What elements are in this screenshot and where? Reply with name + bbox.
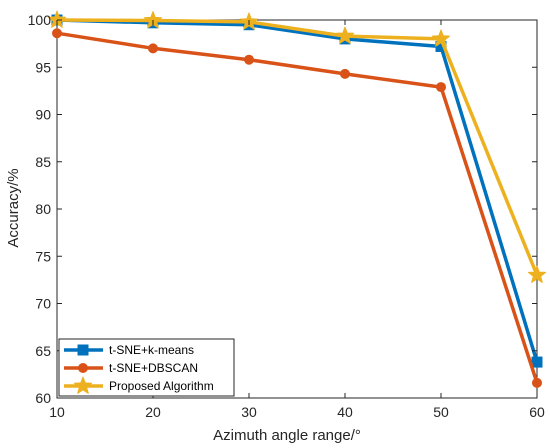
y-tick-label: 95	[35, 59, 51, 75]
x-tick-label: 50	[433, 404, 449, 420]
y-axis-label: Accuracy/%	[5, 168, 22, 247]
legend-label: t-SNE+k-means	[109, 343, 194, 357]
legend-label: t-SNE+DBSCAN	[109, 361, 198, 375]
data-point	[436, 82, 446, 93]
legend-marker	[73, 376, 93, 394]
data-point	[532, 377, 542, 388]
y-tick-label: 75	[35, 248, 51, 264]
legend-marker	[78, 363, 88, 373]
data-point	[148, 43, 158, 54]
data-point	[335, 26, 355, 44]
series-line	[56, 18, 539, 363]
y-tick-label: 90	[35, 107, 51, 123]
x-axis-label: Azimuth angle range/°	[213, 427, 361, 444]
legend: t-SNE+k-means t-SNE+DBSCAN Proposed Algori…	[58, 338, 235, 397]
x-tick-label: 10	[49, 404, 65, 420]
x-tick-label: 30	[241, 404, 257, 420]
y-tick-label: 80	[35, 201, 51, 217]
data-point	[340, 68, 350, 79]
y-tick-label: 100	[28, 12, 52, 28]
y-tick-label: 70	[35, 296, 51, 312]
series-line	[56, 31, 539, 384]
x-tick-label: 20	[145, 404, 161, 420]
series-2	[52, 28, 542, 388]
x-tick-label: 40	[337, 404, 353, 420]
data-point	[531, 356, 543, 368]
x-tick-label: 60	[529, 404, 545, 420]
legend-marker	[77, 344, 89, 356]
y-tick-label: 60	[35, 390, 51, 406]
data-point	[52, 28, 62, 39]
legend-item: t-SNE+k-means	[64, 343, 194, 357]
data-point	[244, 54, 254, 65]
plot-frame	[56, 19, 538, 399]
data-point	[527, 265, 547, 283]
y-tick-label: 85	[35, 154, 51, 170]
y-tick-label: 65	[35, 343, 51, 359]
legend-label: Proposed Algorithm	[109, 379, 214, 393]
ticks-layer: 10 20 30 40 50 60 60 65 70 75 80 85 90 95 100	[28, 12, 545, 420]
plot-area	[56, 19, 538, 399]
data-point	[431, 29, 451, 47]
series-line	[56, 18, 539, 276]
legend-item: Proposed Algorithm	[64, 376, 214, 394]
legend-item: t-SNE+DBSCAN	[64, 361, 198, 375]
